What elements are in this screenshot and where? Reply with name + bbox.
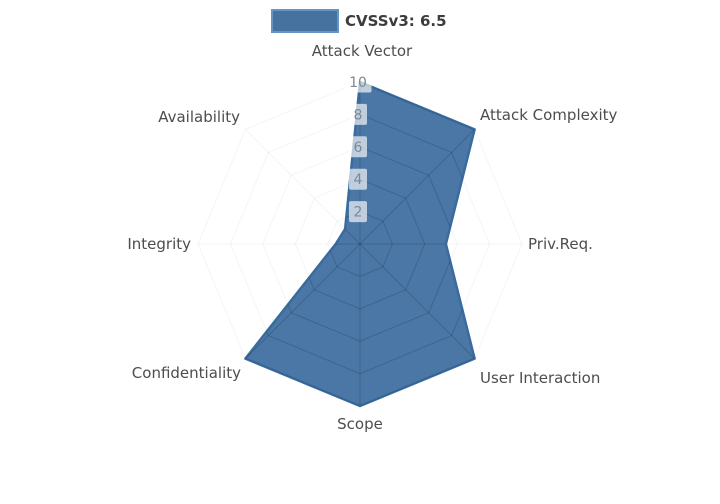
cvss-score-polygon bbox=[244, 80, 476, 408]
tick-box bbox=[349, 136, 367, 158]
radial-tick-labels: 2 4 6 8 10 bbox=[344, 71, 372, 223]
axis-label-user-interaction: User Interaction bbox=[480, 369, 600, 387]
axis-label-attack-complexity: Attack Complexity bbox=[480, 106, 617, 124]
grid-spoke bbox=[359, 243, 475, 359]
axis-label-priv-req: Priv.Req. bbox=[528, 235, 593, 253]
tick-box bbox=[344, 71, 372, 93]
tick-box bbox=[349, 103, 367, 125]
axis-label-attack-vector: Attack Vector bbox=[312, 42, 413, 60]
legend-label: CVSSv3: 6.5 bbox=[345, 12, 447, 30]
axis-label-confidentiality: Confidentiality bbox=[132, 364, 241, 382]
tick-box bbox=[349, 201, 367, 223]
grid-spoke bbox=[245, 129, 361, 245]
axis-labels: Attack Vector Attack Complexity Priv.Req. U… bbox=[127, 42, 617, 433]
grid-spoke bbox=[245, 243, 361, 359]
tick-label-6: 6 bbox=[354, 140, 363, 156]
grid-spoke bbox=[359, 129, 475, 245]
axis-label-integrity: Integrity bbox=[127, 235, 191, 253]
tick-label-8: 8 bbox=[354, 107, 363, 123]
tick-label-10: 10 bbox=[349, 75, 367, 91]
axis-label-availability: Availability bbox=[158, 108, 240, 126]
legend-swatch[interactable] bbox=[271, 9, 339, 33]
tick-label-4: 4 bbox=[354, 172, 363, 188]
chart-legend[interactable]: CVSSv3: 6.5 bbox=[271, 9, 447, 33]
axis-label-scope: Scope bbox=[337, 415, 383, 433]
tick-box bbox=[349, 168, 367, 190]
tick-label-2: 2 bbox=[354, 205, 363, 221]
